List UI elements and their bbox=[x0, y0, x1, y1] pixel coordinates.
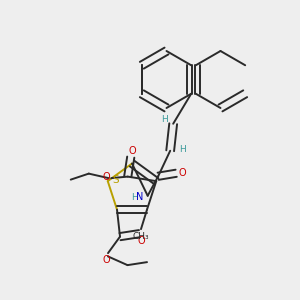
Text: O: O bbox=[102, 172, 110, 182]
Text: O: O bbox=[103, 255, 110, 265]
Text: O: O bbox=[128, 146, 136, 155]
Text: S: S bbox=[112, 175, 119, 184]
Text: N: N bbox=[136, 192, 144, 202]
Text: O: O bbox=[179, 168, 187, 178]
Text: O: O bbox=[137, 236, 145, 246]
Text: H: H bbox=[179, 145, 186, 154]
Text: CH₃: CH₃ bbox=[133, 232, 149, 241]
Text: H: H bbox=[161, 115, 168, 124]
Text: H: H bbox=[131, 193, 138, 202]
